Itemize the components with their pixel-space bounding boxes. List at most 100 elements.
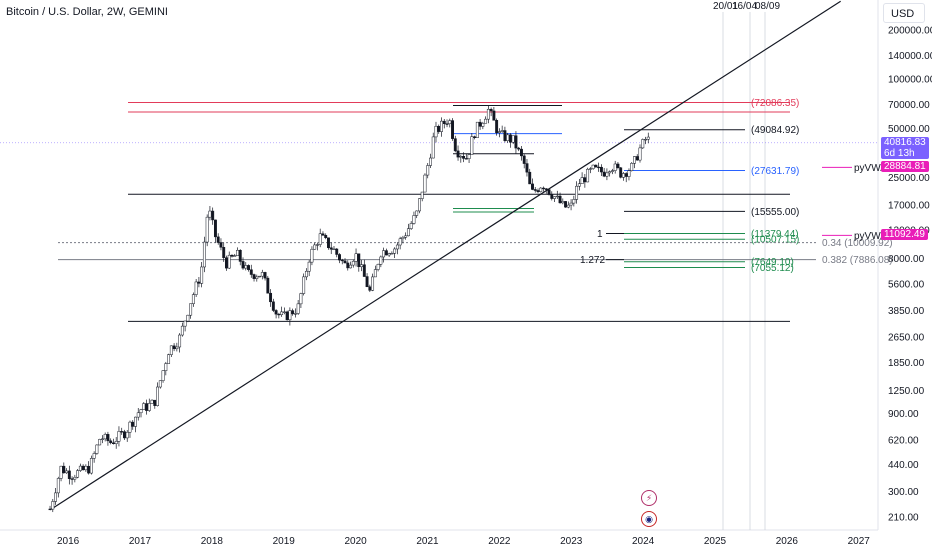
x-tick-label: 2027	[848, 536, 871, 547]
candle-body	[238, 249, 242, 262]
candle-body	[183, 320, 187, 327]
candle-body	[531, 183, 534, 190]
candle-body	[371, 276, 375, 291]
candle-body	[291, 310, 295, 315]
y-tick-label: 70000.00	[888, 100, 930, 111]
candle-body	[616, 163, 620, 168]
candle-body	[106, 434, 110, 442]
candle-body	[500, 130, 504, 132]
candle-body	[147, 403, 151, 411]
candle-body	[622, 173, 625, 178]
candle-body	[553, 196, 556, 199]
candle-body	[123, 431, 126, 439]
candle-body	[139, 409, 143, 414]
candle-body	[492, 110, 496, 121]
candle-body	[211, 210, 215, 221]
candle-body	[451, 120, 454, 139]
candle-body	[324, 235, 328, 239]
currency-selector[interactable]: USD	[883, 3, 925, 23]
candle-body	[583, 177, 587, 183]
level-label: (15555.00)	[751, 207, 799, 218]
candle-body	[555, 195, 559, 198]
candle-body	[387, 253, 391, 256]
candle-body	[566, 204, 570, 208]
x-tick-label: 2021	[416, 536, 439, 547]
x-tick-label: 2020	[345, 536, 368, 547]
x-tick-label: 2024	[632, 536, 655, 547]
candle-body	[219, 242, 223, 248]
candle-body	[393, 248, 397, 254]
candle-body	[459, 156, 463, 158]
candle-body	[255, 276, 259, 279]
vwap-label: pyVWAP	[854, 231, 894, 242]
candle-body	[98, 439, 102, 446]
candle-body	[528, 171, 532, 185]
candle-body	[65, 470, 69, 474]
candle-body	[404, 235, 408, 238]
y-tick-label: 300.00	[888, 487, 919, 498]
candle-body	[338, 254, 341, 261]
candle-body	[514, 135, 518, 149]
candle-body	[293, 313, 297, 315]
y-tick-label: 620.00	[888, 436, 919, 447]
candle-body	[247, 265, 250, 270]
candle-body	[54, 492, 57, 502]
candle-body	[646, 136, 650, 140]
us-flag-icon[interactable]: ◉	[641, 511, 657, 527]
candle-body	[225, 257, 228, 269]
candle-body	[495, 120, 499, 133]
candle-body	[244, 265, 248, 269]
candle-body	[277, 313, 281, 316]
y-tick-label: 140000.00	[888, 51, 932, 62]
candle-body	[51, 501, 55, 510]
candle-body	[156, 386, 159, 406]
candle-body	[164, 363, 168, 371]
event-label: 08/09	[755, 1, 780, 12]
candle-body	[180, 325, 184, 336]
candle-body	[594, 164, 598, 168]
candle-body	[503, 130, 507, 141]
candle-body	[558, 195, 562, 204]
candle-body	[577, 183, 581, 187]
candle-body	[134, 416, 137, 427]
candle-body	[575, 185, 579, 200]
candle-body	[299, 293, 303, 305]
candle-body	[332, 248, 336, 251]
candle-body	[536, 190, 540, 192]
candle-body	[544, 188, 548, 190]
candle-body	[619, 167, 623, 178]
candle-body	[153, 399, 157, 406]
candle-body	[506, 134, 510, 141]
level-label: 0.382 (7886.08)	[822, 255, 893, 266]
candle-body	[222, 247, 226, 258]
lightning-icon[interactable]: ⚡	[641, 490, 657, 506]
candle-body	[282, 311, 286, 313]
candle-body	[542, 187, 545, 190]
candle-body	[81, 465, 85, 471]
candle-body	[588, 168, 592, 170]
candle-body	[263, 272, 267, 279]
candle-body	[390, 253, 394, 255]
candle-body	[365, 276, 369, 288]
candle-body	[125, 431, 129, 439]
candle-body	[87, 465, 91, 474]
candle-body	[67, 470, 71, 479]
level-label: (27631.79)	[751, 166, 799, 177]
candle-body	[109, 440, 113, 444]
candle-body	[307, 261, 311, 272]
candle-body	[288, 310, 292, 321]
candle-body	[304, 270, 308, 278]
level-label: (72086.35)	[751, 98, 799, 109]
candle-body	[150, 399, 154, 404]
candle-body	[456, 150, 460, 158]
fib-label: 1	[597, 229, 603, 240]
candle-body	[641, 139, 645, 149]
candle-body	[346, 262, 350, 269]
candle-body	[511, 135, 515, 143]
candle-body	[89, 458, 93, 474]
candle-body	[70, 478, 74, 480]
y-tick-label: 1250.00	[888, 386, 925, 397]
candle-body	[630, 163, 634, 171]
candle-body	[517, 147, 521, 150]
